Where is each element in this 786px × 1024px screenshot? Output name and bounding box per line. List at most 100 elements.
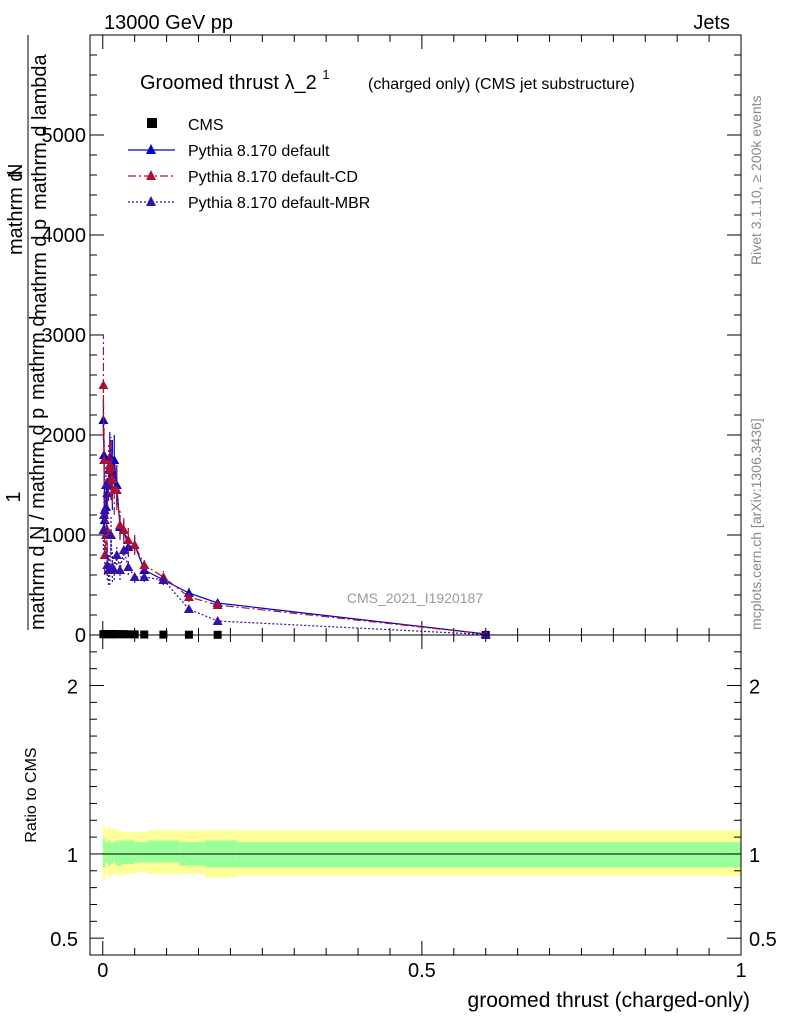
ratio-inner-band (105, 842, 108, 863)
ratio-y-axis-label: Ratio to CMS (23, 747, 40, 842)
main-y-axis-label: 1 mathrm d N mathrm d N / mathrm d p mat… (3, 35, 51, 630)
y-tick-label: 5000 (42, 125, 87, 147)
series-marker (111, 485, 122, 494)
series-line (102, 484, 486, 636)
ratio-plot-panel: 0.5 0.51 12 2 0 0.5 1 Ratio to CMS groomed th… (23, 634, 777, 1012)
series-marker (100, 480, 111, 489)
mcplots-label: mcplots.cern.ch [arXiv:1306.3436] (748, 418, 764, 630)
x-tick-label: 1 (735, 960, 746, 982)
ratio-inner-band (134, 842, 148, 863)
plot-title: Groomed thrust λ_2 1 (charged only) (CMS… (140, 67, 635, 94)
title-symbol: λ_2 (285, 72, 317, 94)
y-tick-label: 0 (75, 625, 86, 647)
ylabel-denominator-a: mathrm d p (29, 219, 51, 320)
ratio-y-tick-label: 0.5 (50, 929, 78, 951)
legend-label: Pythia 8.170 default-CD (188, 169, 358, 186)
series-marker (99, 550, 110, 559)
cms-data-point (130, 630, 139, 639)
ratio-inner-band (118, 840, 122, 866)
ratio-y-axis: 0.5 0.5 1 1 2 2 (50, 651, 777, 951)
header-label: Jets (693, 12, 730, 34)
ratio-inner-band (102, 838, 106, 868)
main-x-axis (102, 35, 742, 635)
series-marker (129, 540, 140, 549)
header-energy: 13000 GeV pp (104, 12, 233, 34)
series-marker (98, 380, 109, 389)
series-marker (139, 572, 150, 581)
series-marker (212, 600, 223, 609)
ratio-y-tick-label-right: 2 (749, 677, 760, 699)
ylabel-front: mathrm d N / mathrm d p (27, 408, 49, 630)
series-marker (139, 560, 150, 569)
series-marker (114, 520, 125, 529)
ylabel-numerator-a: mathrm d (5, 171, 27, 255)
legend-label: Pythia 8.170 default (188, 143, 330, 160)
series-marker (98, 525, 109, 534)
cms-data-point (119, 630, 128, 639)
series-marker (129, 572, 140, 581)
x-axis-label: groomed thrust (charged-only) (468, 989, 750, 1012)
ratio-inner-band (121, 840, 135, 865)
y-tick-label: 1000 (42, 525, 87, 547)
series-marker (114, 565, 125, 574)
series-marker (118, 545, 129, 554)
series-marker (183, 592, 194, 601)
ratio-inner-band (112, 842, 116, 863)
legend-label: CMS (188, 117, 224, 134)
x-tick-label: 0 (97, 960, 108, 982)
series-marker (99, 505, 110, 514)
ratio-y-tick-label-right: 1 (749, 845, 760, 867)
cms-data-point (124, 630, 133, 639)
analysis-watermark: CMS_2021_I1920187 (347, 590, 483, 606)
series-marker (123, 562, 134, 571)
main-plot-panel: 0 1000 2000 3000 4000 5000 CMS_2021_I1920187 (42, 34, 742, 647)
ratio-y-tick-label-right: 0.5 (749, 929, 777, 951)
series-marker (212, 616, 223, 625)
ratio-y-tick-label: 2 (67, 677, 78, 699)
series-marker (123, 535, 134, 544)
legend: CMS Pythia 8.170 default Pythia 8.170 defa… (128, 117, 370, 212)
series-marker (102, 488, 113, 497)
legend-marker-square (147, 118, 157, 128)
title-main: Groomed thrust (140, 72, 279, 94)
title-superscript: 1 (322, 67, 329, 82)
ylabel-denominator-b: mathrm d lambda (29, 54, 51, 210)
series-marker (183, 604, 194, 613)
legend-marker-triangle (146, 196, 156, 206)
series-marker (106, 462, 117, 471)
ratio-inner-band (110, 842, 113, 865)
ratio-uncertainty-bands (102, 825, 741, 881)
ratio-inner-band (107, 840, 111, 866)
svg-text:Groomed thrust λ_2: Groomed thrust λ_2 1 (140, 67, 330, 94)
series-marker (109, 455, 120, 464)
ratio-x-axis: 0 0.5 1 (97, 635, 747, 982)
ylabel-fraction-top: 1 (3, 491, 25, 502)
x-tick-label: 0.5 (408, 960, 436, 982)
title-rest: (charged only) (CMS jet substructure) (368, 76, 635, 93)
series-marker (99, 455, 110, 464)
y-tick-label: 4000 (42, 225, 87, 247)
ratio-plot-frame (89, 634, 742, 956)
series-marker (158, 575, 169, 584)
series-layer (98, 335, 491, 639)
series-marker (99, 510, 110, 519)
ylabel-front-rest: mathrm d (27, 316, 49, 400)
legend-marker-triangle (146, 170, 156, 180)
series-marker (480, 629, 491, 639)
legend-marker-triangle (146, 144, 156, 154)
series-marker (118, 525, 129, 534)
main-y-axis: 0 1000 2000 3000 4000 5000 (42, 54, 741, 647)
legend-label: Pythia 8.170 default-MBR (188, 195, 370, 212)
series-marker (106, 530, 117, 539)
ratio-inner-band (236, 842, 741, 868)
ratio-inner-band (115, 840, 119, 866)
ratio-y-tick-label: 1 (67, 845, 78, 867)
series-line (102, 384, 486, 635)
y-tick-label: 2000 (42, 425, 87, 447)
y-tick-label: 3000 (42, 325, 87, 347)
ylabel-numerator-b: N (5, 164, 27, 178)
series-marker (111, 550, 122, 559)
rivet-label: Rivet 3.1.10, ≥ 200k events (748, 95, 764, 265)
